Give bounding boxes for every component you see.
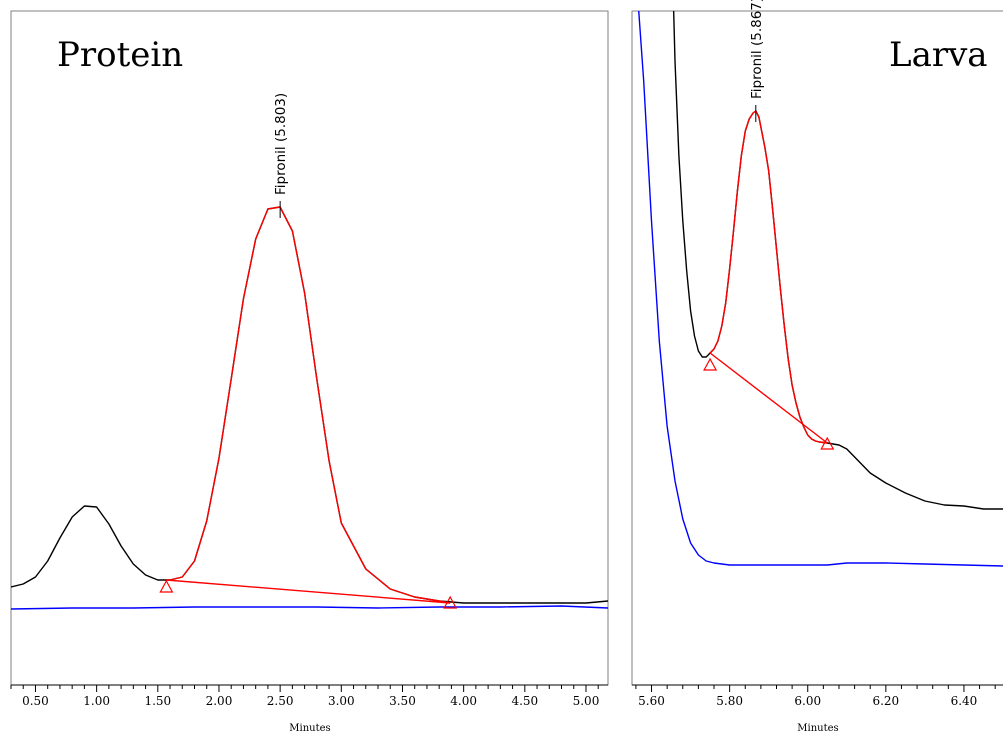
protein-integration-baseline (166, 579, 451, 604)
protein-x-tick-label: 1.50 (144, 694, 171, 708)
larva-series-layer (638, 11, 1003, 567)
larva-peak-annotation: Fipronil (5.867) (749, 0, 765, 122)
larva-x-tick-label: 5.80 (716, 694, 743, 708)
larva-peak-integration-trace (709, 110, 828, 444)
protein-chromatogram-panel: Protein Fipronil (5.803) 0.50 1.00 1.50 2.0… (10, 10, 609, 731)
larva-x-axis: 5.60 5.80 6.00 6.20 6.40 (632, 684, 1003, 708)
larva-integration-markers (703, 357, 835, 450)
larva-integration-marker-end (820, 436, 835, 450)
protein-reference-trace (11, 605, 608, 610)
larva-x-tick-label: 6.00 (794, 694, 821, 708)
protein-x-tick-label: 1.00 (83, 694, 110, 708)
protein-panel-title: Protein (57, 35, 183, 75)
protein-x-axis: 0.50 1.00 1.50 2.00 2.50 3.00 3.50 4.00 4.50 5.00 (10, 684, 608, 708)
larva-x-axis-title: Minutes (797, 723, 838, 731)
protein-x-tick-label: 2.50 (267, 694, 294, 708)
protein-peak-label: Fipronil (5.803) (273, 93, 289, 195)
protein-x-tick-label: 4.00 (450, 694, 477, 708)
protein-x-tick-label: 4.50 (511, 694, 538, 708)
protein-x-tick-label: 5.00 (573, 694, 600, 708)
larva-reference-trace (638, 11, 1003, 567)
protein-x-tick-label: 3.50 (389, 694, 416, 708)
larva-x-tick-label: 5.60 (638, 694, 665, 708)
protein-x-tick-label: 3.00 (328, 694, 355, 708)
protein-x-tick-label: 0.50 (22, 694, 49, 708)
larva-chromatogram-panel: Larva Fipronil (5.867) 5.60 5.80 6.00 6.20 6… (631, 0, 1003, 731)
larva-peak-label: Fipronil (5.867) (749, 0, 765, 99)
larva-integration-baseline (709, 352, 828, 444)
protein-integration-markers (159, 579, 458, 609)
protein-x-axis-title: Minutes (289, 723, 330, 731)
larva-x-tick-label: 6.40 (951, 694, 978, 708)
protein-x-tick-label: 2.00 (206, 694, 233, 708)
protein-integration-marker-end (443, 595, 458, 609)
protein-integration-marker-start (159, 579, 174, 593)
larva-panel-title: Larva (889, 35, 988, 75)
larva-x-tick-label: 6.20 (872, 694, 899, 708)
protein-peak-annotation: Fipronil (5.803) (273, 93, 289, 218)
larva-integration-marker-start (703, 357, 718, 371)
